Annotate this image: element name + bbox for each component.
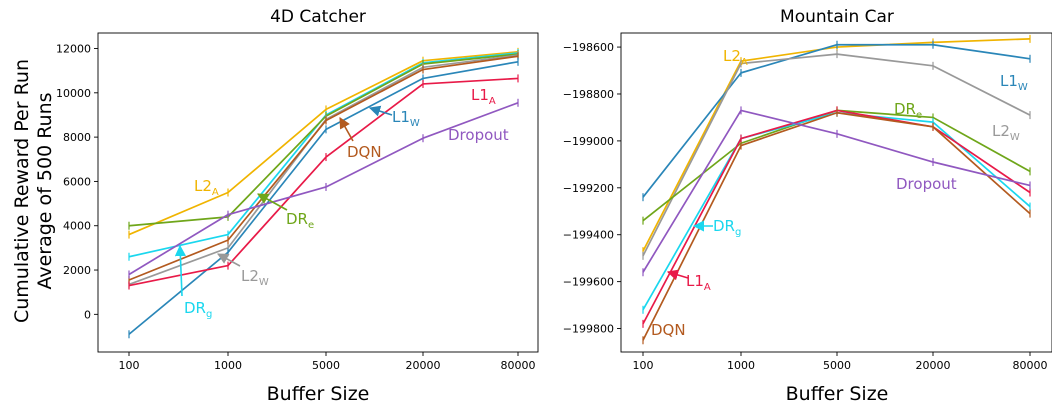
annotation-arrow [257,193,288,211]
annotation-label-dre: DRe [286,210,314,231]
annotation-label-l1w: L1W [1000,72,1028,93]
x-tick-label: 20000 [916,359,951,372]
x-tick-label: 100 [633,359,654,372]
y-tick-label: 12000 [56,43,91,56]
annotation-label-drg: DRg [713,217,741,238]
annotation-arrow [368,105,393,117]
x-tick-label: 1000 [214,359,242,372]
chart-title: Mountain Car [780,7,894,27]
annotation-label-dqn: DQN [347,143,382,161]
x-tick-label: 100 [119,359,140,372]
y-tick-label: 10000 [56,87,91,100]
plot-frame [97,32,539,353]
x-axis-label: Buffer Size [786,383,889,405]
annotation-label-dropout: Dropout [448,126,509,144]
y-tick-label: −199000 [563,135,614,148]
annotation-label-l2w: L2W [992,122,1020,143]
y-tick-label: −199200 [563,182,614,195]
series-line-dre [642,109,1031,222]
annotation-arrow [666,269,689,281]
y-tick-label: −199800 [563,323,614,336]
y-tick-label: −198600 [563,41,614,54]
annotation-label-dqn: DQN [651,321,686,339]
annotation-label-l1a: L1A [471,86,496,107]
panel-4d-catcher: 4D Catcher Buffer Size 0 2000 4000 6000 8000… [56,7,539,405]
x-tick-label: 5000 [312,359,340,372]
annotation-label-dre: DRe [894,100,922,121]
y-axis-label-line-1: Cumulative Reward Per Run [11,59,33,323]
annotation-arrow [174,244,186,297]
y-tick-label: −199400 [563,229,614,242]
y-tick-label: 0 [84,308,91,321]
x-axis-label: Buffer Size [267,383,370,405]
plot-frame [620,32,1052,353]
chart-title: 4D Catcher [270,7,366,27]
y-tick-label: 8000 [63,131,91,144]
annotation-label-l1w: L1W [392,108,420,129]
series-line-l2w [128,54,519,286]
y-axis-label-line-2: Average of 500 Runs [34,92,56,289]
annotation-label-dropout: Dropout [896,175,957,193]
annotation-arrow [339,117,354,142]
series-line-l2a [642,38,1031,252]
annotation-arrow [217,253,241,267]
annotation-label-l2a: L2A [194,177,219,198]
y-tick-label: −198800 [563,88,614,101]
y-tick-label: 4000 [63,220,91,233]
annotation-label-l2w: L2W [241,267,269,288]
x-tick-label: 80000 [501,359,536,372]
x-tick-label: 20000 [406,359,441,372]
annotation-label-drg: DRg [184,299,212,320]
x-tick-label: 1000 [727,359,755,372]
annotation-label-l2a: L2A [723,47,748,68]
series-line-l1a [128,77,519,287]
x-tick-label: 80000 [1013,359,1048,372]
x-tick-label: 5000 [823,359,851,372]
series-line-l1w [128,60,519,335]
panel-mountain-car: Mountain Car Buffer Size −199800 −199600 −… [563,7,1052,405]
y-tick-label: 2000 [63,264,91,277]
annotation-label-l1a: L1A [686,272,711,293]
y-tick-label: 6000 [63,175,91,188]
y-tick-label: −199600 [563,276,614,289]
series-line-dqn [128,55,519,281]
series-line-drg [128,52,519,258]
